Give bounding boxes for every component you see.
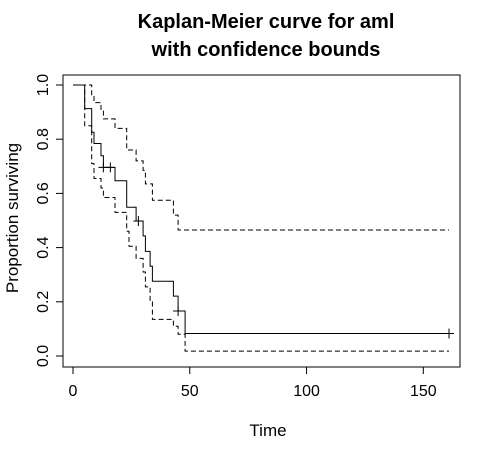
x-tick-label: 100 [293,383,320,400]
y-tick-label: 0.4 [35,236,52,258]
y-axis-title: Proportion surviving [3,143,22,293]
y-tick-label: 0.2 [35,291,52,313]
y-tick-label: 0.6 [35,182,52,204]
series-layer [73,84,454,352]
upper-confidence-line [73,84,449,231]
y-axis: 0.0 0.2 0.4 0.6 0.8 1.0 [35,74,63,367]
censor-mark [173,306,184,317]
x-tick-label: 0 [69,383,78,400]
x-axis-title: Time [249,421,286,440]
censor-mark [133,216,144,227]
y-tick-label: 0.8 [35,128,52,150]
lower-confidence-line [73,84,449,352]
chart-title-line-1: Kaplan-Meier curve for aml [138,11,395,33]
chart-title-line-2: with confidence bounds [151,39,381,61]
y-tick-label: 0.0 [35,345,52,367]
x-tick-label: 150 [410,383,437,400]
plot-frame [62,74,461,368]
censor-mark [105,162,116,173]
survival-estimate-line [73,84,449,334]
y-tick-label: 1.0 [35,74,52,96]
x-axis: 0 50 100 150 [69,367,437,400]
censor-mark [444,328,454,339]
x-tick-label: 50 [181,383,199,400]
